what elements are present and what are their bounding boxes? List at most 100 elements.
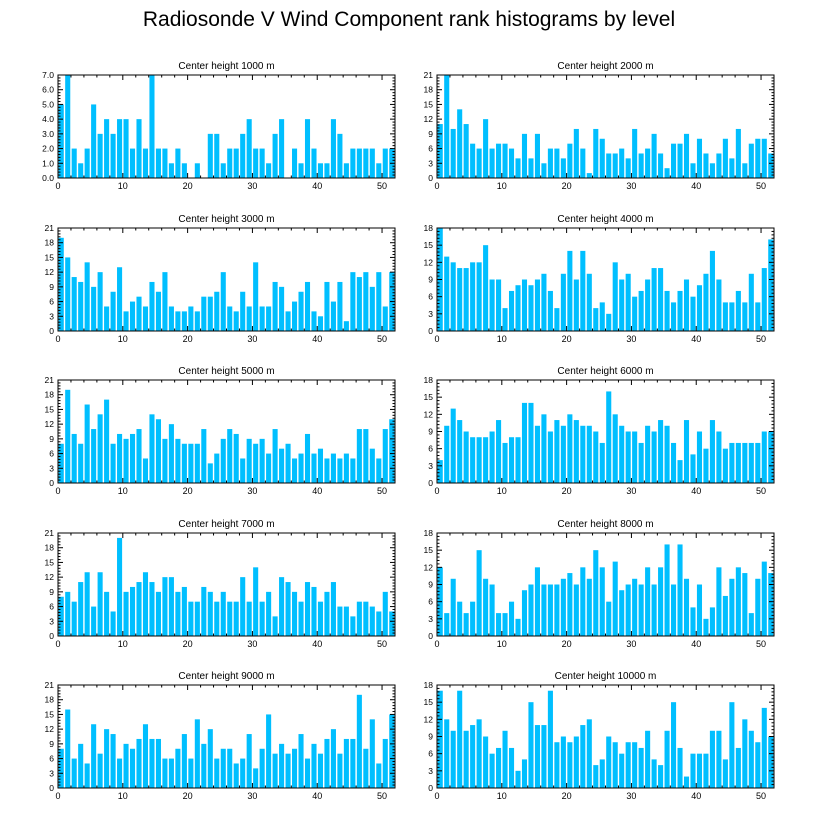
histogram-bar: [65, 257, 71, 331]
histogram-bar: [136, 296, 142, 331]
histogram-bar: [612, 153, 618, 178]
histogram-bar: [317, 753, 324, 788]
histogram-bar: [463, 124, 469, 178]
histogram-bar: [324, 281, 330, 331]
histogram-panel: Center height 10000 m 0 10 20 30 40 50 0 3 6 9 12 15…: [424, 671, 775, 801]
histogram-bar: [253, 567, 259, 636]
histogram-bar: [709, 250, 715, 331]
panel-title: Center height 8000 m: [557, 519, 653, 530]
histogram-bar: [343, 606, 349, 636]
histogram-bar: [696, 138, 703, 178]
histogram-bar: [194, 163, 200, 178]
y-tick-label: 18: [424, 680, 434, 690]
panel-title: Center height 9000 m: [178, 671, 274, 682]
histogram-bar: [188, 443, 194, 483]
histogram-bar: [619, 425, 625, 483]
histogram-bar: [311, 453, 317, 483]
x-tick-label: 40: [312, 486, 322, 496]
histogram-bar: [541, 414, 547, 483]
histogram-bar: [142, 306, 149, 331]
histogram-bar: [279, 448, 285, 483]
x-tick-label: 50: [756, 181, 766, 191]
histogram-bar: [317, 448, 324, 483]
histogram-bar: [515, 618, 521, 636]
histogram-bar: [735, 747, 741, 788]
x-tick-label: 50: [756, 486, 766, 496]
histogram-bar: [437, 690, 443, 788]
histogram-bar: [476, 719, 482, 788]
histogram-bar: [110, 133, 116, 178]
histogram-bar: [207, 463, 213, 483]
y-tick-label: 15: [45, 252, 55, 262]
x-tick-label: 20: [183, 639, 193, 649]
histogram-bar: [645, 567, 651, 636]
histogram-bar: [690, 454, 696, 483]
histogram-bar: [632, 128, 638, 178]
x-tick-label: 30: [626, 181, 636, 191]
histogram-bar: [768, 239, 774, 331]
y-tick-label: 15: [424, 99, 434, 109]
histogram-bar: [716, 431, 722, 483]
histogram-bar: [285, 443, 291, 483]
panel-title: Center height 4000 m: [557, 214, 653, 225]
histogram-bar: [606, 153, 612, 178]
y-tick-label: 0: [428, 478, 433, 488]
histogram-bar: [450, 408, 456, 483]
histogram-bar: [658, 420, 664, 483]
histogram-bar: [181, 443, 187, 483]
histogram-bar: [664, 168, 670, 178]
histogram-bar: [110, 734, 116, 788]
histogram-bar: [729, 302, 735, 331]
histogram-bar: [194, 719, 200, 788]
histogram-bar: [625, 158, 631, 178]
histogram-bar: [188, 758, 194, 788]
histogram-bar: [65, 709, 71, 788]
histogram-bar: [735, 290, 741, 331]
histogram-bar: [664, 544, 670, 636]
histogram-bar: [304, 582, 311, 636]
x-tick-label: 20: [562, 639, 572, 649]
histogram-bar: [586, 173, 592, 178]
y-tick-label: 12: [45, 419, 55, 429]
histogram-bar: [382, 429, 388, 483]
histogram-bar: [483, 578, 489, 636]
histogram-bar: [748, 442, 754, 483]
histogram-bar: [363, 272, 369, 331]
histogram-bar: [356, 429, 362, 483]
histogram-bar: [337, 753, 343, 788]
histogram-bar: [683, 133, 690, 178]
histogram-bar: [382, 306, 388, 331]
histogram-bar: [97, 272, 103, 331]
histogram-bar: [369, 719, 375, 788]
y-tick-label: 6: [428, 144, 433, 154]
histogram-bar: [246, 306, 252, 331]
y-tick-label: 9: [428, 427, 433, 437]
histogram-bar: [437, 124, 443, 178]
histogram-panel: Center height 8000 m 0 10 20 30 40 50 0 3 6 9 12 15 1…: [424, 519, 775, 649]
histogram-bar: [97, 133, 103, 178]
histogram-bar: [233, 601, 239, 636]
histogram-bar: [476, 437, 482, 483]
x-tick-label: 40: [691, 334, 701, 344]
histogram-bar: [528, 285, 534, 331]
histogram-bar: [104, 119, 110, 178]
histogram-bar: [463, 730, 469, 788]
y-tick-label: 6: [49, 754, 54, 764]
histogram-bar: [742, 302, 748, 331]
y-tick-label: 3: [49, 768, 54, 778]
y-tick-label: 0: [49, 631, 54, 641]
histogram-bar: [350, 616, 356, 636]
histogram-bar: [207, 133, 213, 178]
histogram-bar: [768, 431, 774, 483]
histogram-bar: [220, 272, 226, 331]
histogram-bar: [272, 753, 278, 788]
histogram-bar: [541, 584, 547, 636]
histogram-bar: [317, 601, 324, 636]
histogram-bar: [285, 753, 291, 788]
x-tick-label: 10: [497, 181, 507, 191]
x-tick-label: 50: [756, 334, 766, 344]
histogram-bar: [534, 133, 540, 178]
histogram-bar: [651, 431, 657, 483]
histogram-bar: [541, 273, 547, 331]
y-tick-label: 5.0: [42, 99, 54, 109]
